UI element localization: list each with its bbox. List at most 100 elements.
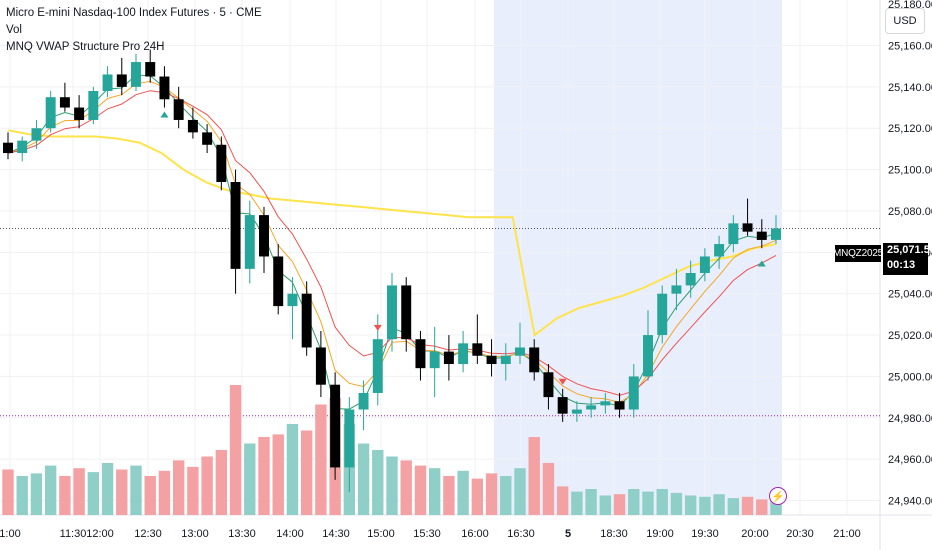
volume-bar — [258, 437, 270, 515]
x-tick-label: 14:00 — [276, 528, 304, 540]
volume-bar — [215, 450, 228, 515]
volume-bar — [372, 450, 384, 515]
candle-body — [529, 347, 540, 373]
volume-bar — [485, 473, 498, 515]
candle-body — [244, 215, 255, 269]
volume-bar — [130, 465, 142, 515]
candle-body — [515, 347, 525, 356]
x-tick-label: 19:30 — [691, 528, 719, 540]
volume-bar — [770, 498, 782, 515]
x-tick-label: 15:30 — [413, 528, 441, 540]
volume-bar — [59, 476, 71, 515]
volume-bar — [500, 476, 512, 515]
volume-bar — [741, 496, 754, 515]
volume-bar — [2, 469, 14, 515]
candle-body — [415, 339, 426, 369]
buy-signal-marker — [89, 111, 98, 118]
volume-bar — [713, 494, 725, 515]
volume-bar — [158, 470, 171, 515]
volume-bar — [699, 496, 711, 515]
buy-signal-marker — [757, 260, 766, 267]
symbol-price-tag: MNQZ2025 — [833, 245, 883, 262]
candle-body — [586, 405, 597, 410]
currency-button[interactable]: USD — [885, 8, 925, 34]
candle-body — [699, 256, 710, 274]
candle-body — [88, 91, 99, 120]
y-tick-label: 24,940.00 — [888, 496, 932, 508]
volume-bar — [727, 498, 740, 515]
volume-bar — [528, 437, 540, 515]
candle-body — [671, 285, 682, 294]
x-tick-label: 19:00 — [646, 528, 674, 540]
vwap-line — [7, 129, 777, 337]
last-price-value: 25,071.50 — [887, 244, 932, 256]
x-tick-label: 20:30 — [786, 528, 814, 540]
sell-signal-marker — [558, 378, 567, 385]
volume-bar — [400, 460, 412, 515]
x-tick-label: 16:30 — [507, 528, 535, 540]
volume-bar — [599, 495, 612, 515]
last-price-label: 25,071.50 00:13 — [883, 243, 932, 275]
candle-body — [31, 128, 42, 141]
volume-bar — [471, 478, 484, 515]
candle-body — [714, 244, 725, 257]
symbol-title[interactable]: Micro E-mini Nasdaq-100 Index Futures · … — [6, 7, 262, 19]
y-tick-label: 25,040.00 — [888, 289, 932, 301]
volume-bar — [315, 404, 327, 515]
y-tick-label: 24,980.00 — [888, 413, 932, 425]
candle-body — [344, 409, 355, 468]
candle-body — [443, 351, 454, 365]
volume-bar — [87, 472, 100, 515]
candle-body — [771, 228, 781, 240]
y-tick-label: 25,100.00 — [888, 165, 932, 177]
volume-bar — [30, 473, 43, 515]
candle-body — [259, 215, 269, 257]
candle-body — [3, 142, 13, 154]
x-tick-label: 18:30 — [600, 528, 628, 540]
candle-body — [273, 256, 284, 307]
candle-body — [230, 182, 241, 269]
x-tick-label: 13:30 — [228, 528, 256, 540]
volume-bar — [670, 492, 683, 515]
vwap-indicator-label[interactable]: MNQ VWAP Structure Pro 24H — [6, 41, 165, 53]
candle-body — [742, 223, 753, 232]
volume-bar — [386, 456, 398, 515]
volume-bar — [244, 443, 256, 515]
x-tick-label: 13:00 — [181, 528, 209, 540]
candle-body — [301, 293, 312, 348]
x-tick-label: 1:00 — [0, 528, 21, 540]
candle-body — [102, 74, 113, 92]
candle-body — [458, 343, 469, 365]
candle-body — [59, 97, 70, 108]
candle-body — [372, 339, 383, 393]
volume-bar — [684, 495, 697, 515]
volume-indicator-label[interactable]: Vol — [6, 24, 22, 36]
volume-bar — [16, 476, 28, 515]
candle-body — [145, 62, 156, 77]
volume-bar — [357, 443, 370, 515]
candle-body — [600, 401, 611, 406]
candle-body — [429, 351, 440, 369]
y-tick-label: 24,960.00 — [888, 454, 932, 466]
x-tick-label: 15:00 — [367, 528, 395, 540]
y-tick-label: 25,180.00 — [888, 0, 932, 11]
candle-body — [159, 76, 170, 100]
candle-body — [358, 392, 369, 410]
y-tick-label: 25,080.00 — [888, 206, 932, 218]
candle-body — [315, 347, 326, 385]
volume-bar — [286, 424, 299, 515]
volume-bar — [414, 465, 427, 515]
lightning-icon[interactable]: ⚡ — [769, 487, 787, 505]
x-tick-label: 14:30 — [322, 528, 350, 540]
volume-bar — [201, 456, 213, 515]
volume-bar — [229, 385, 242, 515]
y-tick-label: 25,020.00 — [888, 330, 932, 342]
volume-bar — [656, 489, 668, 515]
candle-body — [330, 384, 341, 468]
candle-body — [643, 335, 653, 377]
x-tick-label: 12:00 — [86, 528, 114, 540]
candle-body — [17, 140, 28, 154]
volume-bar — [628, 489, 640, 515]
